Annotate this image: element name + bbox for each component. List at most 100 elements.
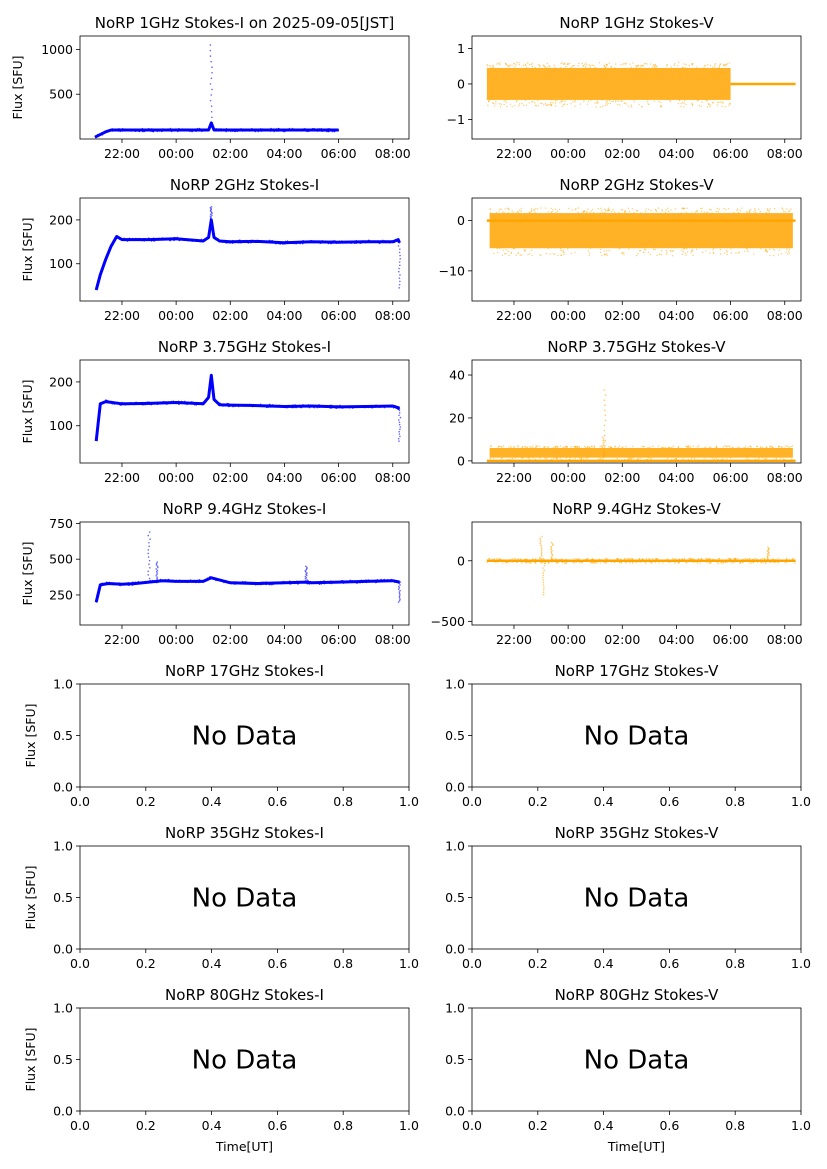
data-point — [660, 106, 663, 108]
data-point — [604, 558, 607, 561]
plot-area — [486, 61, 796, 108]
data-point — [617, 212, 620, 214]
data-point — [714, 64, 716, 66]
x-tick-label: 0.8 — [333, 1118, 353, 1133]
data-point — [669, 100, 672, 103]
data-point — [755, 211, 757, 214]
data-point — [703, 457, 705, 460]
data-point — [180, 400, 183, 403]
data-point — [514, 66, 516, 68]
data-point — [150, 403, 152, 405]
data-point — [745, 247, 748, 249]
data-point — [621, 252, 623, 255]
data-point — [630, 104, 633, 106]
data-point — [764, 460, 766, 462]
data-point — [395, 407, 398, 410]
data-point — [361, 581, 364, 584]
data-point — [195, 404, 198, 406]
data-point — [649, 253, 652, 255]
y-tick-label: −10 — [439, 263, 465, 278]
data-point — [96, 429, 99, 432]
data-point — [665, 209, 668, 211]
data-point — [610, 561, 613, 563]
data-point — [537, 99, 539, 102]
data-point — [367, 239, 370, 242]
data-point — [777, 254, 780, 256]
data-point — [95, 599, 98, 602]
data-point — [526, 558, 528, 560]
data-point — [511, 457, 514, 460]
data-point — [763, 562, 765, 564]
data-point — [782, 208, 784, 211]
data-point — [297, 583, 299, 585]
data-point — [158, 130, 161, 132]
data-point — [691, 103, 693, 105]
series-noise-band — [486, 67, 731, 100]
x-tick-label: 06:00 — [713, 146, 749, 161]
y-tick-label: 1.0 — [53, 1001, 73, 1016]
data-point — [750, 445, 752, 447]
data-point — [771, 446, 774, 448]
data-point — [746, 248, 749, 251]
data-point — [783, 447, 786, 449]
data-point — [350, 242, 353, 244]
spike-point — [398, 414, 400, 417]
data-point — [386, 579, 389, 581]
data-point — [624, 210, 626, 212]
data-point — [156, 238, 158, 240]
data-point — [637, 65, 639, 67]
spike-point — [602, 443, 605, 445]
data-point — [496, 247, 498, 250]
data-point — [740, 459, 743, 462]
x-tick-label: 0.0 — [462, 956, 482, 971]
data-point — [539, 65, 541, 67]
data-point — [490, 445, 492, 447]
data-point — [791, 445, 794, 447]
data-point — [543, 558, 545, 561]
spike-point — [148, 577, 151, 580]
data-point — [119, 130, 122, 133]
data-point — [341, 241, 344, 243]
data-point — [128, 237, 131, 240]
data-point — [605, 63, 607, 65]
data-point — [513, 63, 515, 65]
panel-title: NoRP 9.4GHz Stokes-V — [552, 500, 721, 518]
data-point — [247, 582, 249, 584]
data-point — [737, 252, 740, 254]
data-point — [622, 63, 624, 65]
data-point — [373, 580, 375, 583]
data-point — [653, 63, 655, 66]
data-point — [632, 445, 634, 448]
data-point — [231, 242, 234, 244]
spike-point — [156, 580, 159, 583]
data-point — [335, 407, 338, 410]
data-point — [700, 207, 702, 210]
spike-point — [551, 554, 554, 557]
data-point — [162, 400, 165, 403]
data-point — [312, 241, 314, 244]
data-point — [753, 211, 755, 213]
data-point — [501, 254, 504, 256]
data-point — [787, 210, 790, 213]
data-point — [760, 248, 762, 250]
data-point — [302, 239, 304, 242]
data-point — [234, 130, 236, 133]
data-point — [333, 240, 336, 242]
data-point — [110, 400, 113, 403]
data-point — [628, 105, 630, 107]
data-point — [254, 583, 257, 586]
data-point — [159, 401, 161, 404]
data-point — [786, 248, 788, 250]
data-point — [283, 405, 286, 408]
spike-point — [304, 577, 307, 580]
data-point — [606, 65, 608, 67]
data-point — [335, 242, 338, 244]
data-point — [167, 580, 170, 583]
data-point — [155, 581, 158, 584]
data-point — [631, 208, 634, 210]
data-point — [284, 129, 287, 131]
data-point — [544, 66, 546, 68]
panel-title: NoRP 80GHz Stokes-I — [165, 986, 324, 1004]
data-point — [550, 211, 553, 214]
data-point — [546, 66, 548, 69]
